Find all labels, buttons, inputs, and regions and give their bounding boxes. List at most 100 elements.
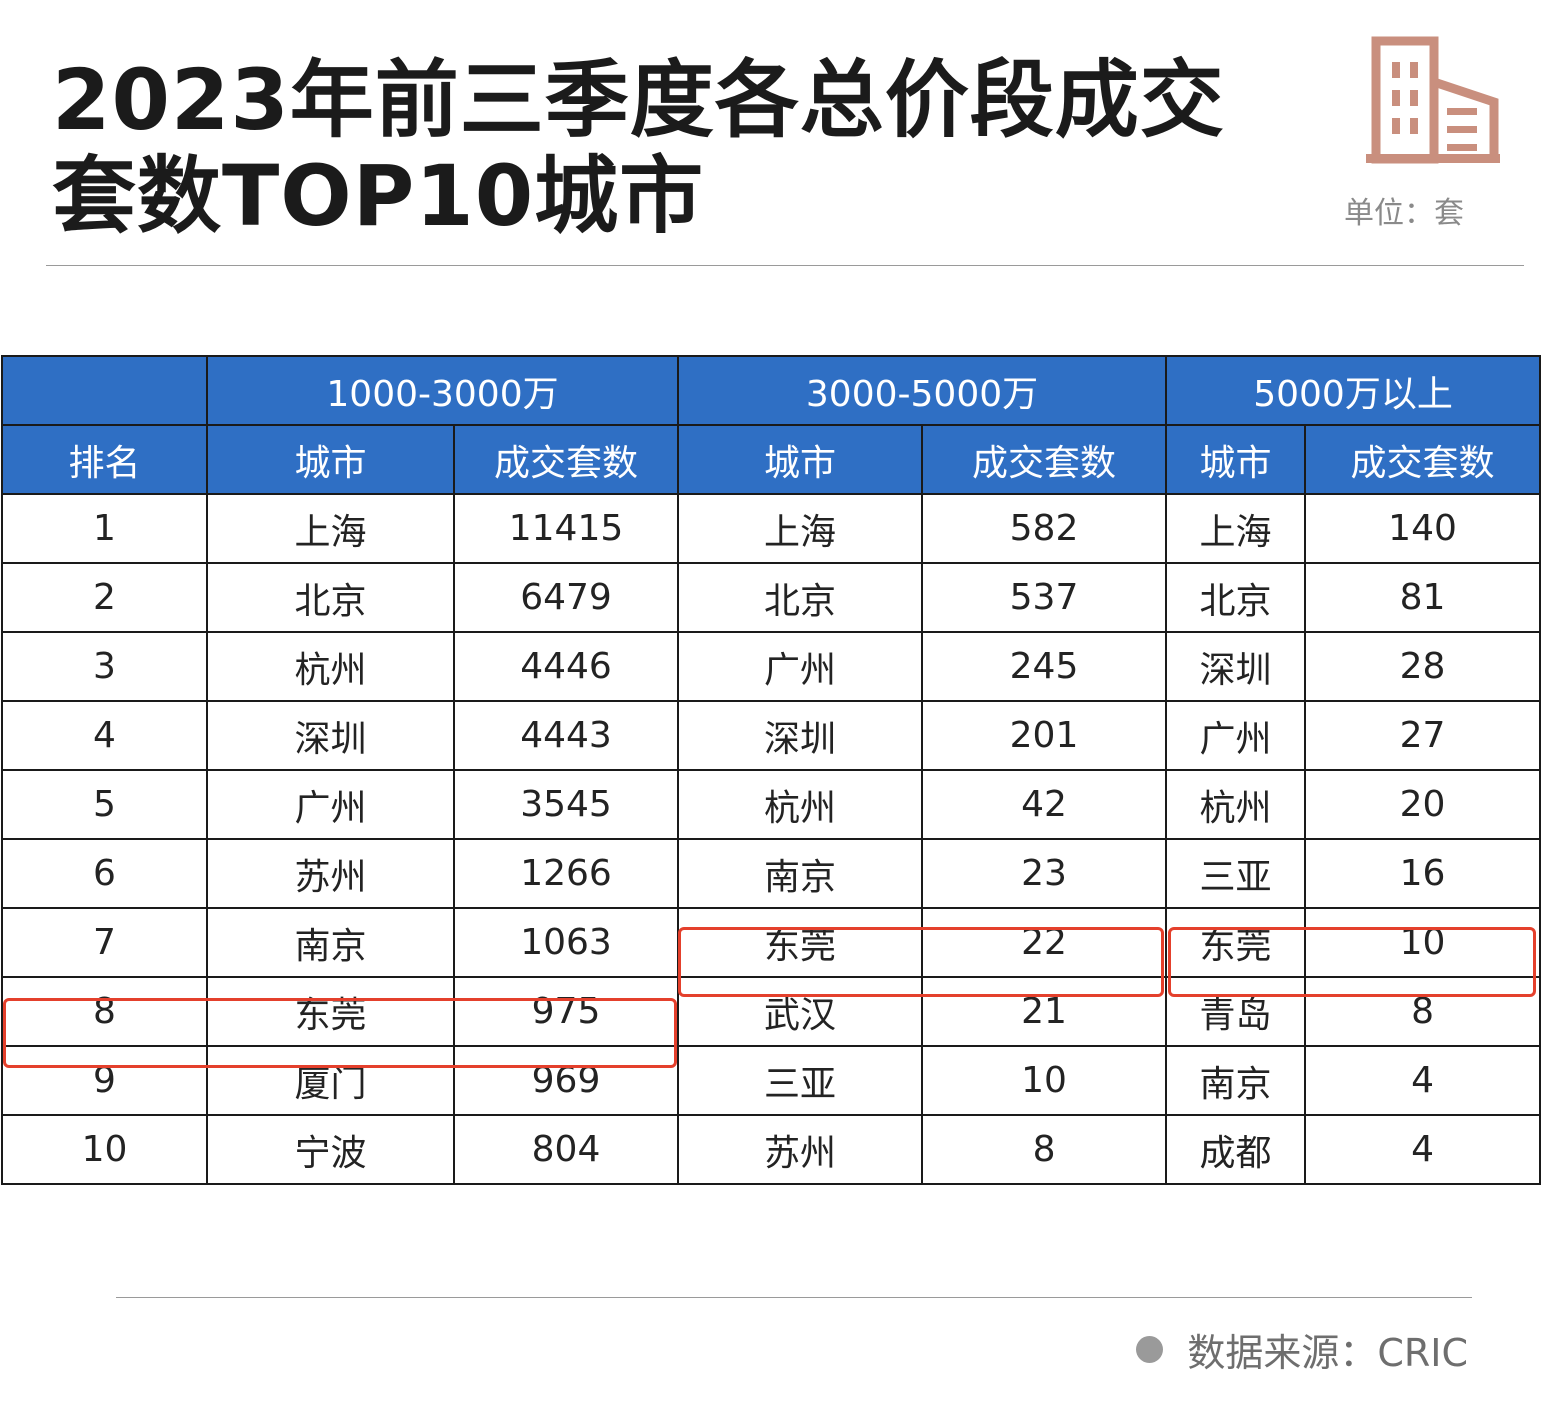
rank-cell: 5 xyxy=(1,769,208,840)
city-cell: 厦门 xyxy=(206,1045,455,1116)
count-cell: 201 xyxy=(921,700,1168,771)
city-cell: 上海 xyxy=(677,493,924,564)
rank-cell: 2 xyxy=(1,562,208,633)
table-row: 8 东莞 975 武汉 21 青岛 8 xyxy=(1,976,1542,1047)
rank-cell: 1 xyxy=(1,493,208,564)
title-line-2: 套数TOP10城市 xyxy=(52,147,705,245)
count-cell: 10 xyxy=(921,1045,1168,1116)
city-header: 城市 xyxy=(206,424,455,495)
count-header: 成交套数 xyxy=(921,424,1168,495)
city-cell: 南京 xyxy=(677,838,924,909)
count-cell: 1266 xyxy=(452,838,680,909)
city-cell: 三亚 xyxy=(677,1045,924,1116)
city-cell: 北京 xyxy=(677,562,924,633)
city-cell: 东莞 xyxy=(1165,907,1307,978)
table-row: 6 苏州 1266 南京 23 三亚 16 xyxy=(1,838,1542,909)
group-header: 1000-3000万 xyxy=(205,355,680,426)
table-row: 3 杭州 4446 广州 245 深圳 28 xyxy=(1,631,1542,702)
count-cell: 537 xyxy=(921,562,1168,633)
rank-cell: 8 xyxy=(1,976,208,1047)
count-cell: 3545 xyxy=(452,769,680,840)
table-row: 10 宁波 804 苏州 8 成都 4 xyxy=(1,1114,1542,1185)
count-cell: 1063 xyxy=(452,907,680,978)
table-row: 2 北京 6479 北京 537 北京 81 xyxy=(1,562,1542,633)
table-row: 4 深圳 4443 深圳 201 广州 27 xyxy=(1,700,1542,771)
city-cell: 深圳 xyxy=(1165,631,1307,702)
count-cell: 4 xyxy=(1304,1045,1542,1116)
table-row: 7 南京 1063 东莞 22 东莞 10 xyxy=(1,907,1542,978)
title-line-1: 2023年前三季度各总价段成交 xyxy=(52,51,1225,149)
city-cell: 东莞 xyxy=(677,907,924,978)
source-text: 数据来源：CRIC xyxy=(1187,1331,1468,1375)
city-cell: 苏州 xyxy=(206,838,455,909)
footer-divider xyxy=(116,1297,1472,1298)
group-header: 3000-5000万 xyxy=(677,355,1168,426)
count-cell: 21 xyxy=(921,976,1168,1047)
count-header: 成交套数 xyxy=(1304,424,1542,495)
city-cell: 东莞 xyxy=(206,976,455,1047)
city-cell: 武汉 xyxy=(677,976,924,1047)
data-table: 1000-3000万 3000-5000万 5000万以上 排名 城市 成交套数… xyxy=(1,355,1542,1185)
count-cell: 23 xyxy=(921,838,1168,909)
table-group-header-row: 1000-3000万 3000-5000万 5000万以上 xyxy=(1,355,1542,426)
city-cell: 苏州 xyxy=(677,1114,924,1185)
city-cell: 杭州 xyxy=(206,631,455,702)
rank-cell: 4 xyxy=(1,700,208,771)
table-row: 5 广州 3545 杭州 42 杭州 20 xyxy=(1,769,1542,840)
count-cell: 16 xyxy=(1304,838,1542,909)
city-cell: 宁波 xyxy=(206,1114,455,1185)
bullet-dot-icon xyxy=(1136,1336,1164,1363)
city-cell: 南京 xyxy=(206,907,455,978)
city-cell: 北京 xyxy=(1165,562,1307,633)
city-cell: 广州 xyxy=(677,631,924,702)
count-cell: 975 xyxy=(452,976,680,1047)
corner-cell xyxy=(1,355,208,426)
unit-label: 单位：套 xyxy=(1344,196,1464,231)
count-cell: 42 xyxy=(921,769,1168,840)
count-cell: 804 xyxy=(452,1114,680,1185)
highlight-dongguan-1000-3000 xyxy=(3,998,677,1068)
city-cell: 北京 xyxy=(206,562,455,633)
rank-cell: 9 xyxy=(1,1045,208,1116)
rank-cell: 6 xyxy=(1,838,208,909)
count-cell: 6479 xyxy=(452,562,680,633)
city-cell: 三亚 xyxy=(1165,838,1307,909)
count-cell: 11415 xyxy=(452,493,680,564)
count-cell: 81 xyxy=(1304,562,1542,633)
table-column-header-row: 排名 城市 成交套数 城市 成交套数 城市 成交套数 xyxy=(1,424,1542,495)
city-cell: 杭州 xyxy=(677,769,924,840)
count-cell: 140 xyxy=(1304,493,1542,564)
count-cell: 8 xyxy=(921,1114,1168,1185)
count-cell: 20 xyxy=(1304,769,1542,840)
table-row: 1 上海 11415 上海 582 上海 140 xyxy=(1,493,1542,564)
city-cell: 广州 xyxy=(1165,700,1307,771)
city-header: 城市 xyxy=(677,424,924,495)
highlight-dongguan-3000-5000 xyxy=(678,927,1164,997)
count-cell: 4443 xyxy=(452,700,680,771)
city-cell: 杭州 xyxy=(1165,769,1307,840)
rank-cell: 3 xyxy=(1,631,208,702)
count-cell: 4446 xyxy=(452,631,680,702)
table-row: 9 厦门 969 三亚 10 南京 4 xyxy=(1,1045,1542,1116)
count-cell: 27 xyxy=(1304,700,1542,771)
city-cell: 广州 xyxy=(206,769,455,840)
header-divider xyxy=(46,265,1524,266)
rank-cell: 7 xyxy=(1,907,208,978)
page-title: 2023年前三季度各总价段成交 套数TOP10城市 xyxy=(52,52,1225,244)
count-header: 成交套数 xyxy=(452,424,680,495)
city-cell: 南京 xyxy=(1165,1045,1307,1116)
city-cell: 上海 xyxy=(206,493,455,564)
count-cell: 28 xyxy=(1304,631,1542,702)
count-cell: 4 xyxy=(1304,1114,1542,1185)
city-cell: 深圳 xyxy=(677,700,924,771)
count-cell: 245 xyxy=(921,631,1168,702)
rank-cell: 10 xyxy=(1,1114,208,1185)
count-cell: 8 xyxy=(1304,976,1542,1047)
city-cell: 青岛 xyxy=(1165,976,1307,1047)
count-cell: 582 xyxy=(921,493,1168,564)
rank-header: 排名 xyxy=(1,424,208,495)
city-cell: 深圳 xyxy=(206,700,455,771)
group-header: 5000万以上 xyxy=(1165,355,1542,426)
city-cell: 上海 xyxy=(1165,493,1307,564)
city-header: 城市 xyxy=(1165,424,1307,495)
